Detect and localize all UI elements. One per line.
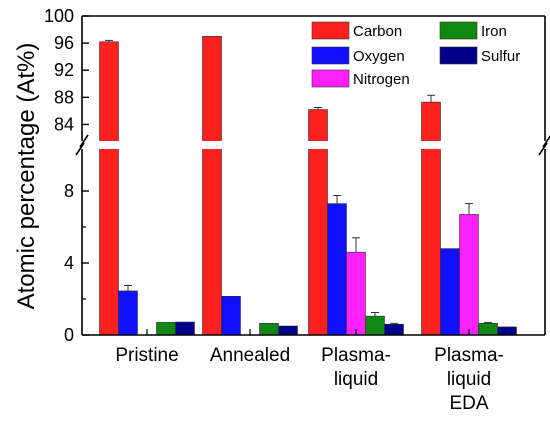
- bar-nitrogen: [346, 251, 366, 336]
- bar-oxygen: [327, 203, 347, 336]
- bar-oxygen: [118, 290, 138, 336]
- x-category-label: EDA: [449, 393, 488, 414]
- bar-oxygen: [440, 248, 460, 336]
- bar-iron: [365, 315, 385, 336]
- x-category-label: liquid: [334, 369, 378, 390]
- axis-break-mark: [75, 142, 85, 156]
- legend-swatch-sulfur: [439, 46, 478, 65]
- y-axis-label: Atomic percentage (At%): [13, 43, 40, 310]
- bar-iron: [156, 322, 176, 336]
- y-tick-label: 0: [64, 325, 74, 345]
- legend-label-iron: Iron: [481, 23, 507, 40]
- x-category-label: Plasma-: [321, 345, 391, 366]
- bar-oxygen: [221, 295, 241, 336]
- bar-carbon: [99, 41, 119, 336]
- y-tick-label: 88: [54, 87, 74, 107]
- legend-swatch-carbon: [311, 21, 350, 40]
- plot-area: 0 4 8 84 88 92 96 100 Pristine Annealed Plasma-liq…: [44, 6, 550, 414]
- legend-swatch-oxygen: [311, 46, 350, 65]
- bar-sulfur: [497, 326, 517, 336]
- bar-sulfur: [175, 321, 195, 336]
- y-tick-label: 8: [64, 181, 74, 201]
- y-tick-label: 84: [54, 114, 74, 134]
- y-tick-label: 92: [54, 60, 74, 80]
- legend-label-oxygen: Oxygen: [353, 48, 405, 65]
- y-tick-label: 96: [54, 33, 74, 53]
- bar-iron: [478, 322, 498, 336]
- legend-label-nitrogen: Nitrogen: [353, 71, 410, 88]
- y-tick-label: 100: [44, 6, 74, 26]
- x-category-label: Annealed: [210, 345, 290, 366]
- bar-sulfur: [278, 325, 298, 336]
- bar-carbon: [202, 36, 222, 336]
- y-tick-label: 4: [64, 253, 74, 273]
- bar-nitrogen: [459, 214, 479, 336]
- legend-label-sulfur: Sulfur: [481, 48, 520, 65]
- axis-break-mark: [538, 142, 548, 156]
- bar-sulfur: [384, 323, 404, 336]
- legend-swatch-nitrogen: [311, 69, 350, 88]
- bar-carbon: [421, 101, 441, 336]
- x-category-label: liquid: [447, 369, 491, 390]
- bar-iron: [259, 322, 279, 336]
- x-category-label: Pristine: [115, 345, 178, 366]
- axis-break-mark: [79, 134, 89, 148]
- legend-swatch-iron: [439, 21, 478, 40]
- x-category-label: Plasma-: [434, 345, 504, 366]
- legend-label-carbon: Carbon: [353, 23, 402, 40]
- axis-break-band: [74, 141, 550, 149]
